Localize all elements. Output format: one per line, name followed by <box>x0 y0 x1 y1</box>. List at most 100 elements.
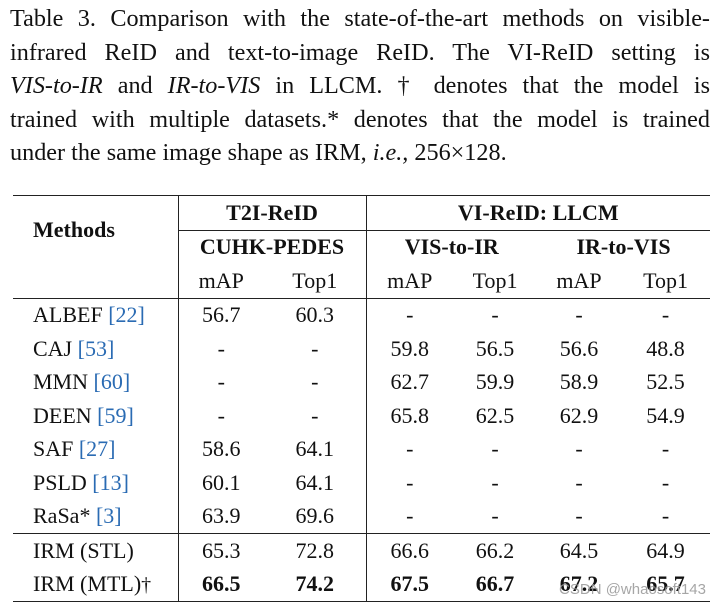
method-label: IRM (STL) <box>33 537 134 563</box>
value-cell: 58.9 <box>559 369 599 395</box>
caption-line-5-a: under the same image shape as IRM, <box>10 139 373 166</box>
caption-line-3: VIS-to-IR and IR-to-VIS in LLCM. † denot… <box>10 69 710 103</box>
value-cell: - <box>264 332 367 366</box>
value-cell: 59.9 <box>475 369 515 395</box>
watermark: CSDN @whaosoft143 <box>559 581 706 598</box>
value-cell: 59.8 <box>390 335 430 361</box>
value-cell: - <box>491 469 499 495</box>
method-name: ALBEF [22] <box>13 297 179 332</box>
value-cell: 65.3 <box>178 533 264 568</box>
value-cell: 66.5 <box>178 567 264 602</box>
value-cell: 52.5 <box>646 369 685 395</box>
value-cell: - <box>575 503 583 529</box>
value-cell: 63.9 <box>202 503 241 529</box>
citation-link[interactable]: [3] <box>95 503 122 529</box>
value-cell: 65.8 <box>390 402 430 428</box>
method-label: PSLD <box>33 469 93 495</box>
value-cell: 64.5 <box>537 533 622 568</box>
table-caption: Table 3. Comparison with the state-of-th… <box>10 2 710 170</box>
method-label: RaSa* <box>33 503 96 529</box>
header-row-datasets: CUHK-PEDES VIS-to-IR IR-to-VIS <box>13 230 710 264</box>
metric-top1: Top1 <box>264 264 367 298</box>
metric-map: mAP <box>198 267 244 293</box>
value-cell: 67.5 <box>366 567 454 602</box>
dagger-mark: † <box>141 574 152 597</box>
table-row: SAF [27] 58.6 64.1 - - - - <box>13 432 710 466</box>
method-name: PSLD [13] <box>13 466 179 500</box>
table-row: CAJ [53] - -59.8 56.5 56.6 48.8 <box>13 332 710 366</box>
method-name: IRM (STL) <box>13 533 179 568</box>
value-cell: 56.7 <box>178 297 264 332</box>
group-vi-reid: VI-ReID: LLCM <box>366 195 711 231</box>
metric-map: mAP <box>387 267 433 293</box>
value-cell: 66.6 <box>366 533 454 568</box>
method-name: SAF [27] <box>13 432 179 466</box>
comparison-table: Methods T2I-ReID VI-ReID: LLCM CUHK-PEDE… <box>13 195 711 602</box>
value-cell: - <box>661 469 670 495</box>
metric-top1: Top1 <box>643 267 688 293</box>
methods-header: Methods <box>13 195 179 264</box>
header-row-metrics: mAP Top1 mAP Top1 mAP Top1 <box>13 264 710 298</box>
citation-link[interactable]: [27] <box>78 436 116 462</box>
value-cell: - <box>661 436 670 462</box>
method-label: MMN <box>33 369 94 395</box>
method-label: IRM (MTL) <box>33 571 142 597</box>
value-cell: 58.6 <box>202 436 241 462</box>
value-cell: - <box>366 297 454 332</box>
metric-map: mAP <box>556 267 602 293</box>
value-cell: 74.2 <box>264 567 367 602</box>
value-cell: 65.7 <box>621 567 711 602</box>
value-cell: - <box>537 297 622 332</box>
citation-link[interactable]: [13] <box>92 469 129 495</box>
caption-line-1: Table 3. Comparison with the state-of-th… <box>10 5 710 32</box>
value-cell: - <box>217 402 225 428</box>
method-name: RaSa* [3] <box>13 499 179 534</box>
value-cell: 48.8 <box>646 335 685 361</box>
caption-ie: i.e., <box>372 139 409 166</box>
metric-top1: Top1 <box>472 267 518 293</box>
value-cell: 64.1 <box>264 466 367 500</box>
citation-link[interactable]: [59] <box>97 402 134 428</box>
table-row: MMN [60] - -62.7 59.9 58.9 52.5 <box>13 365 710 399</box>
citation-link[interactable]: [60] <box>93 369 131 395</box>
caption-line-4: trained with multiple datasets.* denotes… <box>10 105 710 133</box>
value-cell: - <box>491 503 499 529</box>
method-name: DEEN [59] <box>13 399 179 433</box>
value-cell: - <box>264 399 367 433</box>
value-cell: 60.3 <box>264 297 367 332</box>
value-cell: 66.7 <box>453 567 538 602</box>
value-cell: 62.9 <box>559 402 599 428</box>
value-cell: 54.9 <box>646 402 685 428</box>
value-cell: 64.1 <box>264 432 367 466</box>
caption-line-5-b: 256×128. <box>408 139 507 166</box>
citation-link[interactable]: [53] <box>77 335 115 361</box>
value-cell: - <box>453 297 538 332</box>
value-cell: - <box>575 436 583 462</box>
value-cell: 64.9 <box>621 533 711 568</box>
citation-link[interactable]: [22] <box>108 302 145 328</box>
method-name: IRM (MTL)† <box>13 567 179 602</box>
caption-and: and <box>102 72 168 99</box>
caption-ir-to-vis: IR-to-VIS <box>167 72 261 99</box>
caption-line-5: under the same image shape as IRM, i.e.,… <box>10 136 710 170</box>
table-row: IRM (MTL)† 66.5 74.2 67.5 66.7 67.2 65.7 <box>13 567 711 602</box>
metric-blank <box>13 264 179 298</box>
method-name: MMN [60] <box>13 365 179 399</box>
caption-line-2: infrared ReID and text-to-image ReID. Th… <box>10 38 710 66</box>
caption-vis-to-ir: VIS-to-IR <box>10 72 103 99</box>
caption-line-3-rest: in LLCM. † denotes that the model is <box>260 72 710 99</box>
value-cell: 67.2 <box>537 567 622 602</box>
table-body: ALBEF [22] 56.7 60.3- - - - CAJ [53] - -59.8 56.5… <box>13 297 711 602</box>
value-cell: - <box>406 436 414 462</box>
table-row: ALBEF [22] 56.7 60.3- - - - <box>13 297 711 332</box>
method-label: CAJ <box>33 335 78 361</box>
setting-vis-to-ir: VIS-to-IR <box>404 234 499 260</box>
value-cell: 72.8 <box>264 533 367 568</box>
method-label: DEEN <box>33 402 98 428</box>
value-cell: - <box>661 503 670 529</box>
value-cell: - <box>264 365 367 399</box>
header-row-groups: Methods T2I-ReID VI-ReID: LLCM <box>13 195 711 264</box>
method-label: SAF <box>33 436 79 462</box>
value-cell: 56.5 <box>475 335 515 361</box>
table-row: DEEN [59] - -65.8 62.5 62.9 54.9 <box>13 399 710 433</box>
